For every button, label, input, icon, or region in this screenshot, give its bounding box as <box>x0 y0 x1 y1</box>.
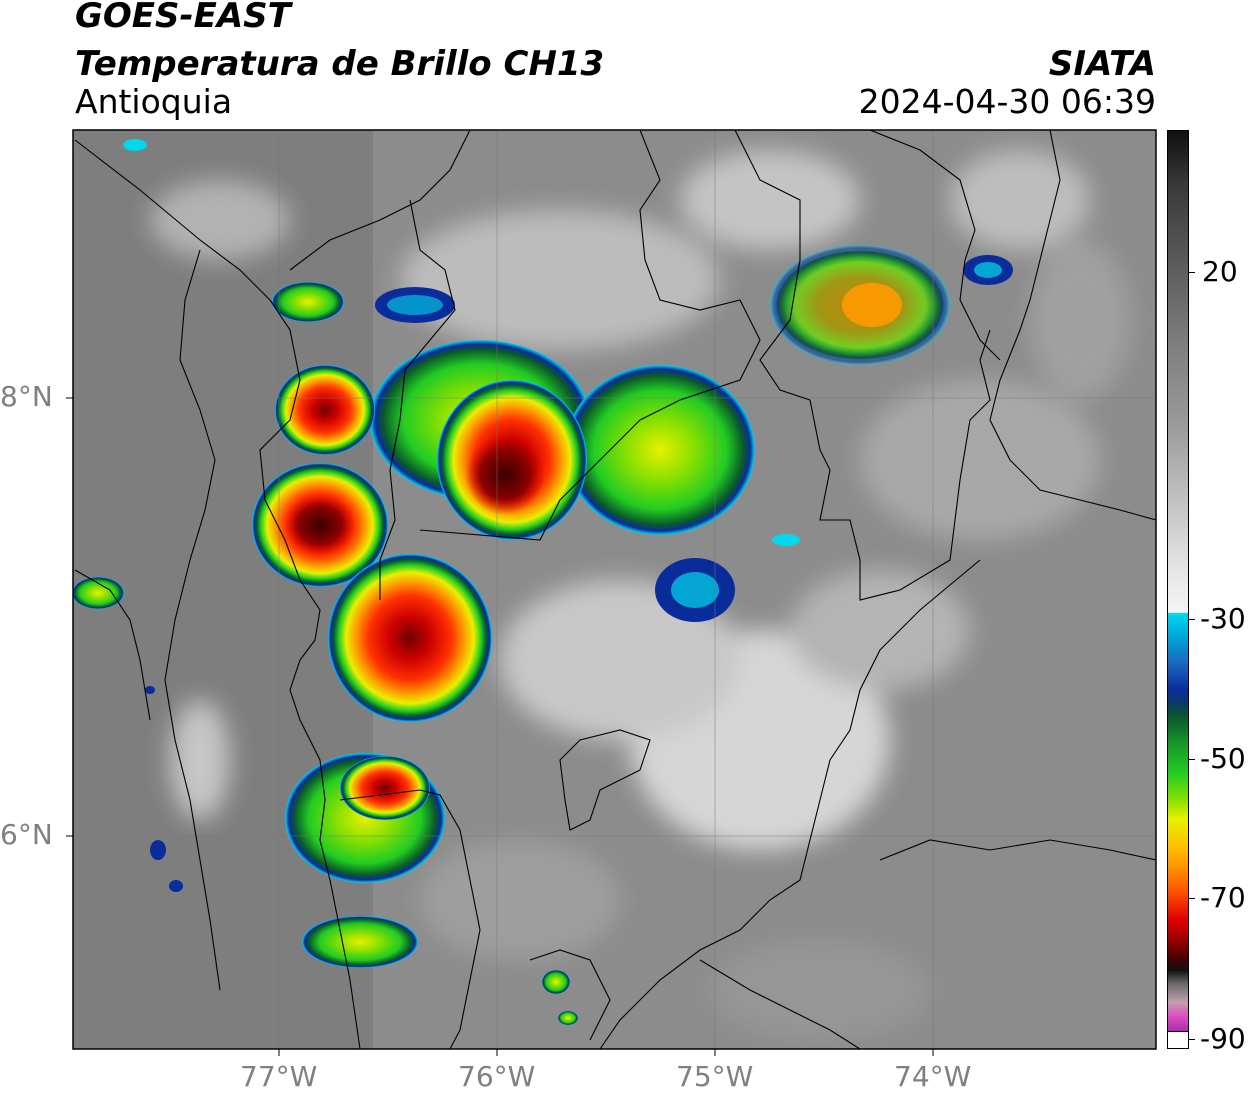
admin-borders <box>74 130 1156 1049</box>
colorbar-tick-minus70: -70 <box>1200 881 1246 914</box>
colorbar-tick-minus50: -50 <box>1200 742 1246 775</box>
lat-label-6n: 6°N <box>0 818 53 851</box>
colorbar <box>1167 130 1189 1049</box>
lon-label-77w: 77°W <box>240 1060 318 1093</box>
map-frame <box>72 129 1157 1050</box>
lat-label-8n: 8°N <box>0 380 53 413</box>
lon-label-76w: 76°W <box>458 1060 536 1093</box>
lon-label-74w: 74°W <box>894 1060 972 1093</box>
colorbar-tick-minus30: -30 <box>1200 602 1246 635</box>
product-title: Temperatura de Brillo CH13 <box>75 44 605 84</box>
graticule <box>73 130 1156 1049</box>
colorbar-tick-20: 20 <box>1202 255 1238 288</box>
agency-label: SIATA <box>1048 44 1156 84</box>
convective-cells <box>73 139 1013 1025</box>
lon-label-75w: 75°W <box>676 1060 754 1093</box>
datetime-label: 2024-04-30 06:39 <box>858 82 1156 121</box>
colorbar-bottom-swatch <box>1167 1031 1189 1049</box>
region-label: Antioquia <box>75 82 233 121</box>
colorbar-tick-minus90: -90 <box>1200 1022 1246 1055</box>
satellite-title: GOES-EAST <box>75 0 291 36</box>
